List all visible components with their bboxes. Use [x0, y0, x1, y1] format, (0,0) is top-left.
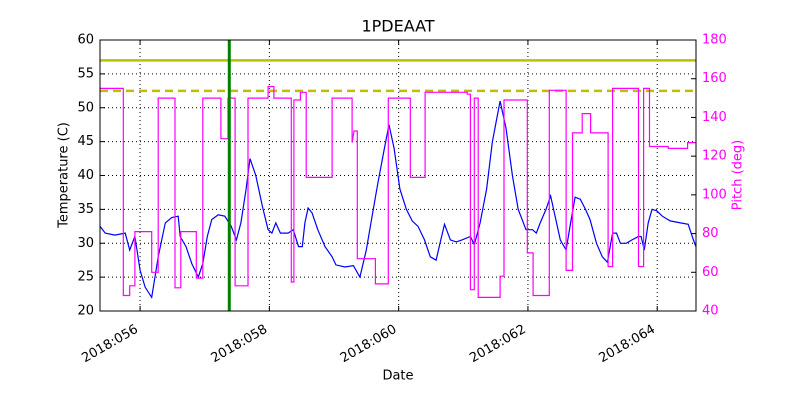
y2-tick-label: 160: [702, 71, 727, 86]
y2-tick-label: 100: [702, 187, 727, 202]
y-tick-label: 45: [77, 134, 94, 149]
chart-title: 1PDEAAT: [361, 17, 434, 36]
y-tick-label: 40: [77, 168, 94, 183]
y2-tick-label: 40: [702, 304, 719, 319]
y-tick-label: 55: [77, 66, 94, 81]
x-axis-label: Date: [382, 369, 413, 384]
y-tick-label: 60: [77, 33, 94, 48]
y-tick-label: 20: [77, 304, 94, 319]
y-tick-label: 35: [77, 202, 94, 217]
y-axis-label: Temperature (C): [57, 122, 72, 229]
y-tick-label: 50: [77, 100, 94, 115]
y2-tick-label: 120: [702, 149, 727, 164]
y2-axis-label: Pitch (deg): [731, 140, 746, 210]
y2-tick-label: 80: [702, 226, 719, 241]
y2-tick-label: 60: [702, 265, 719, 280]
y-tick-label: 25: [77, 270, 94, 285]
y2-tick-label: 180: [702, 33, 727, 48]
series-line: [100, 100, 696, 300]
y-tick-label: 30: [77, 236, 94, 251]
plot-area: [100, 40, 696, 311]
series-line: [100, 85, 696, 298]
plot-frame: [99, 39, 697, 312]
y2-tick-label: 140: [702, 110, 727, 125]
